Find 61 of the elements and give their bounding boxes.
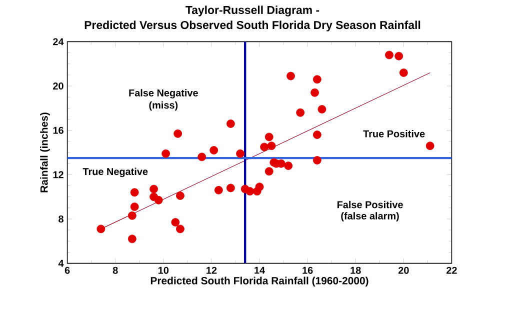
- point: [312, 130, 322, 139]
- x-tick-label: 12: [206, 266, 217, 274]
- point: [236, 149, 244, 158]
- point: [226, 119, 235, 128]
- y-tick-label: 20: [53, 82, 64, 90]
- point: [214, 186, 223, 194]
- point: [310, 88, 319, 97]
- point: [260, 142, 269, 152]
- point: [426, 142, 434, 150]
- y-tick-label: 16: [53, 126, 64, 134]
- point: [154, 196, 163, 204]
- point: [318, 105, 326, 114]
- y-tick-label: 24: [53, 38, 64, 46]
- x-tick-label: 16: [302, 266, 313, 274]
- point: [394, 52, 404, 60]
- point: [312, 75, 322, 84]
- annotation: True Negative: [82, 168, 148, 178]
- point: [385, 50, 394, 60]
- point: [284, 162, 293, 170]
- point: [246, 187, 254, 196]
- y-axis-title: Rainfall (inches): [40, 112, 50, 192]
- point: [296, 108, 305, 117]
- annotation: (miss): [149, 101, 178, 111]
- y-tick-label: 4: [58, 260, 64, 267]
- point: [162, 149, 170, 158]
- chart-title: Taylor-Russell Diagram -: [186, 6, 320, 16]
- chart-subtitle: Predicted Versus Observed South Florida Dry Season Rainfall: [84, 20, 420, 32]
- point: [96, 224, 106, 234]
- x-tick-label: 14: [254, 266, 265, 274]
- annotation: (false alarm): [341, 212, 399, 222]
- point: [264, 132, 274, 142]
- y-tick-label: 12: [53, 171, 64, 178]
- annotation: True Positive: [363, 130, 425, 138]
- point: [312, 156, 322, 164]
- point: [128, 234, 136, 244]
- point: [150, 184, 158, 194]
- point: [171, 218, 180, 227]
- point: [176, 192, 184, 200]
- point: [226, 184, 235, 192]
- point: [210, 146, 218, 154]
- point: [267, 142, 276, 150]
- x-tick-label: 20: [398, 266, 409, 274]
- point: [198, 152, 206, 162]
- point: [174, 129, 182, 138]
- x-tick-label: 6: [64, 266, 70, 274]
- point: [286, 72, 295, 80]
- point: [128, 211, 136, 220]
- point: [399, 68, 408, 77]
- point: [264, 167, 274, 176]
- point: [255, 182, 264, 192]
- x-axis-title: Predicted South Florida Rainfall (1960-2000): [150, 276, 368, 286]
- x-tick-label: 8: [112, 266, 118, 274]
- annotation: False Positive: [337, 200, 403, 208]
- x-tick-label: 10: [158, 266, 169, 274]
- point: [130, 202, 139, 211]
- point: [176, 224, 184, 234]
- x-tick-label: 18: [350, 266, 361, 274]
- point: [130, 188, 139, 197]
- x-tick-label: 22: [446, 266, 457, 274]
- annotation: False Negative: [129, 89, 198, 98]
- y-tick-label: 8: [58, 215, 64, 223]
